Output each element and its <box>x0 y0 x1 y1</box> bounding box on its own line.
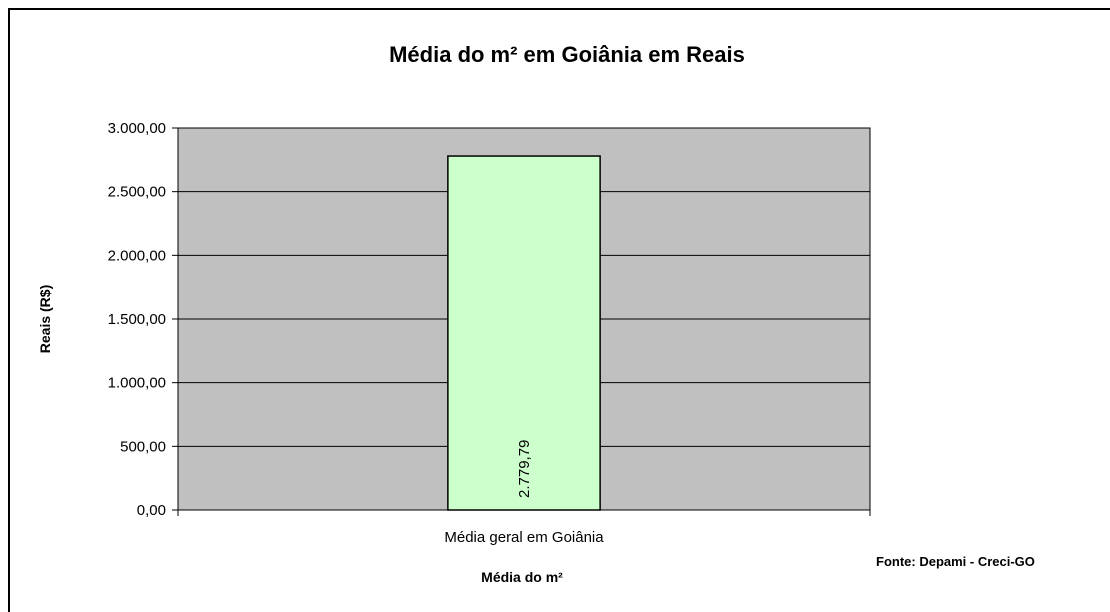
x-tick-label: Média geral em Goiânia <box>444 529 604 546</box>
bars <box>447 155 601 511</box>
y-axis-label: Reais (R$) <box>37 285 53 353</box>
y-tick-label: 0,00 <box>137 502 166 519</box>
y-tick-label: 2.000,00 <box>108 247 166 264</box>
y-axis-tick-labels: 0,00 500,00 1.000,00 1.500,00 2.000,00 2.500,… <box>108 120 166 519</box>
y-tick-label: 1.000,00 <box>108 375 166 392</box>
bar <box>447 155 601 511</box>
data-labels: 2.779,79 <box>516 440 533 498</box>
y-tick-label: 2.500,00 <box>108 184 166 201</box>
bar-data-label: 2.779,79 <box>516 440 533 498</box>
y-axis-ticks <box>172 127 178 511</box>
y-tick-label: 500,00 <box>120 438 166 455</box>
source-note: Fonte: Depami - Creci-GO <box>876 554 1035 569</box>
chart-title: Média do m² em Goiânia em Reais <box>389 42 745 67</box>
x-axis-label: Média do m² <box>481 569 563 585</box>
y-tick-label: 1.500,00 <box>108 311 166 328</box>
x-axis-tick-labels: Média geral em Goiânia <box>444 529 604 546</box>
x-axis-ticks <box>177 509 871 516</box>
y-tick-label: 3.000,00 <box>108 120 166 137</box>
